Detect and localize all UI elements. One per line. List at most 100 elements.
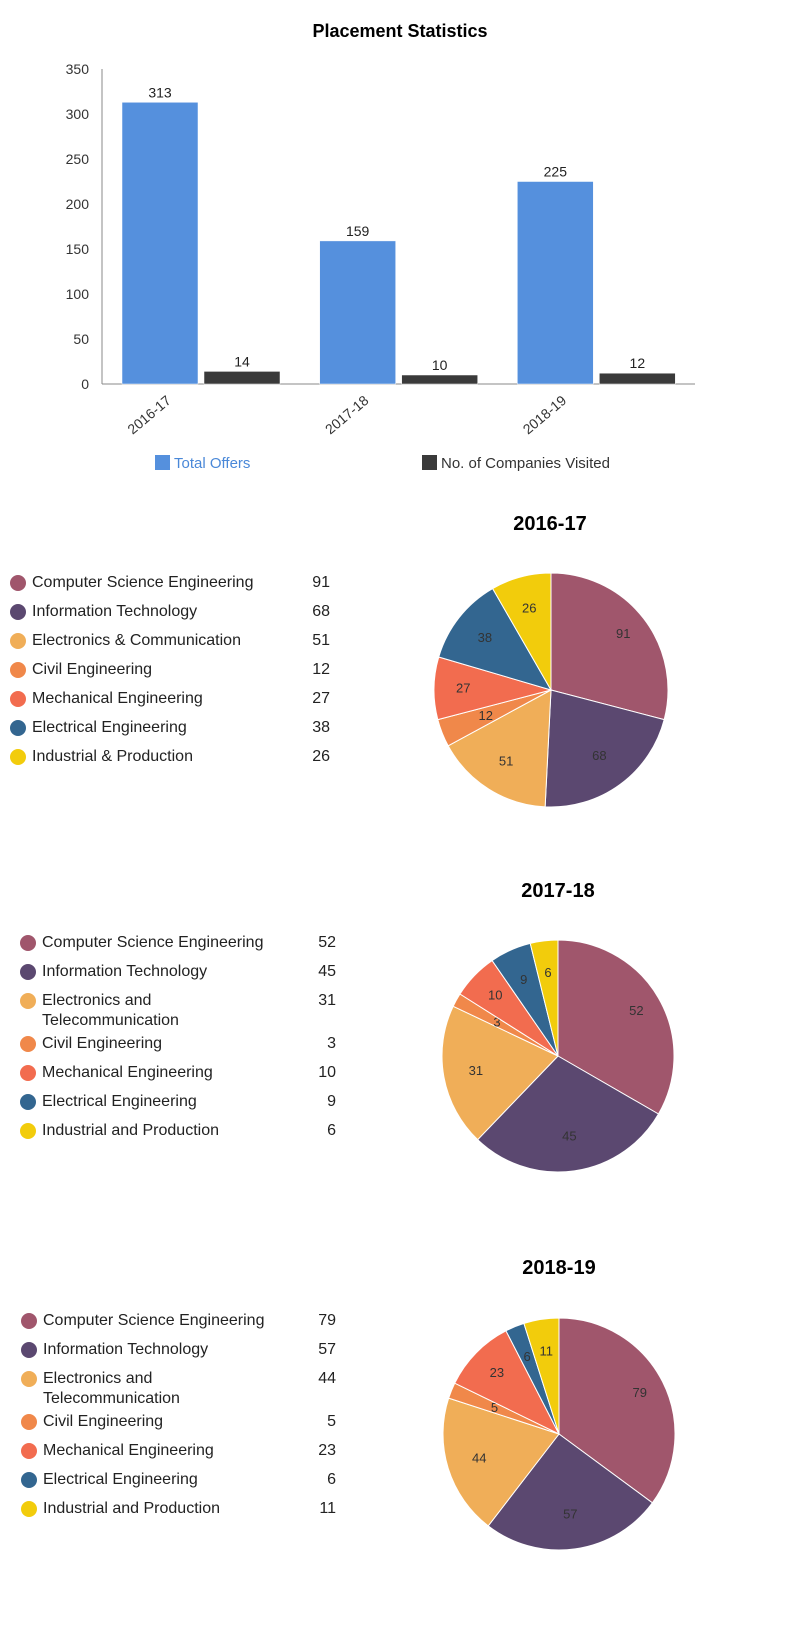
pie-slice[interactable]	[454, 1330, 561, 1436]
pie-slice-label: 27	[456, 681, 470, 696]
pie-legend-label: Industrial & Production	[32, 748, 193, 765]
pie-legend-item[interactable]: Information Technology 57	[21, 1340, 336, 1360]
bar-legend[interactable]: Total Offers No. of Companies Visited	[155, 455, 610, 472]
pie-legend-item[interactable]: Electronics and Telecommunication 31	[20, 991, 336, 1031]
pie-legend-dot	[10, 662, 26, 678]
y-tick-label: 350	[66, 61, 90, 77]
pie-slice-label: 9	[520, 972, 527, 987]
pie-chart-2017-18: 2017-18 52 45 31 3 10 9 6	[441, 880, 675, 1173]
pie-legend-value: 68	[312, 603, 330, 620]
legend-label[interactable]: No. of Companies Visited	[441, 455, 610, 472]
pie-legend-value: 5	[327, 1413, 336, 1430]
pie-legend-item[interactable]: Information Technology 45	[20, 962, 336, 982]
pie-legend-item[interactable]: Electronics & Communication 51	[10, 631, 330, 651]
bar-companies-visited[interactable]	[203, 371, 281, 385]
pie-legend-value: 12	[312, 661, 330, 678]
pie-slice[interactable]	[441, 1005, 559, 1141]
legend-swatch[interactable]	[422, 455, 437, 470]
y-tick-label: 0	[81, 376, 89, 392]
pie-legend-label: Industrial and Production	[43, 1500, 220, 1517]
pie-slice-label: 11	[539, 1343, 553, 1358]
pie-legend-item[interactable]: Electrical Engineering 38	[10, 718, 330, 738]
pie-legend-item[interactable]: Electrical Engineering 9	[20, 1092, 336, 1112]
legend-swatch[interactable]	[155, 455, 170, 470]
pie-legend-value: 38	[312, 719, 330, 736]
pie-legend-label: Mechanical Engineering	[43, 1442, 214, 1459]
bar-data-label: 225	[544, 164, 568, 180]
pie-legend-item[interactable]: Industrial & Production 26	[10, 747, 330, 767]
pie-legend-label: Civil Engineering	[32, 661, 153, 678]
pie-slice-label: 91	[616, 626, 630, 641]
pie-legend-item[interactable]: Civil Engineering 12	[10, 660, 330, 680]
pie-slice-label: 38	[478, 630, 492, 645]
pie-legend-label: Computer Science Engineering	[43, 1312, 265, 1329]
pie-legend-item[interactable]: Civil Engineering 5	[21, 1412, 336, 1432]
pie-legend-value: 57	[318, 1341, 336, 1358]
pie-legend-value: 91	[312, 574, 330, 591]
y-tick-label: 300	[66, 106, 90, 122]
pie-legend-item[interactable]: Computer Science Engineering 91	[10, 573, 330, 593]
pie-slice-label: 6	[524, 1349, 531, 1364]
pie-legend-dot	[21, 1371, 37, 1387]
pie-slice[interactable]	[447, 689, 552, 808]
y-tick-label: 100	[66, 286, 90, 302]
pie-legend-dot	[21, 1472, 37, 1488]
placement-bar-chart: Placement Statistics 0 50 100 150 200 250 300 3…	[66, 21, 695, 472]
bar-total-offers[interactable]	[517, 181, 594, 385]
pie-slice[interactable]	[529, 939, 559, 1057]
pie-slice[interactable]	[557, 939, 675, 1115]
pie-legend-value: 45	[318, 963, 336, 980]
x-tick-label: 2016-17	[124, 392, 174, 437]
pie-legend-dot	[20, 993, 36, 1009]
pie-legend-value: 23	[318, 1442, 336, 1459]
pie-legend-item[interactable]: Computer Science Engineering 52	[20, 933, 336, 953]
pie-legend-item[interactable]: Industrial and Production 11	[21, 1499, 336, 1519]
pie-legend-value: 9	[327, 1093, 336, 1110]
bar-companies-visited[interactable]	[401, 374, 478, 385]
pie-legend-label: Electronics & Communication	[32, 632, 241, 649]
pie-legend-value: 6	[327, 1122, 336, 1139]
pie-legend-item[interactable]: Mechanical Engineering 27	[10, 689, 330, 709]
pie-slice[interactable]	[438, 587, 553, 691]
pie-slice-label: 5	[491, 1400, 498, 1415]
pie-legend-item[interactable]: Electronics and Telecommunication 44	[21, 1369, 336, 1409]
pie-legend-value: 26	[312, 748, 330, 765]
legend-label[interactable]: Total Offers	[174, 455, 250, 472]
pie-slice-label: 26	[522, 601, 536, 616]
pie-legend-item[interactable]: Mechanical Engineering 10	[20, 1063, 336, 1083]
bar-total-offers[interactable]	[319, 240, 396, 385]
pie-legend-dot	[20, 1065, 36, 1081]
pie-slice[interactable]	[491, 572, 552, 692]
pie-slice-label: 79	[633, 1385, 647, 1400]
pie-legend-value: 44	[318, 1370, 336, 1387]
pie-slice-label: 6	[544, 965, 551, 980]
pie-legend-value: 52	[318, 934, 336, 951]
pie-slice-label: 44	[472, 1451, 486, 1466]
bar-total-offers[interactable]	[121, 102, 199, 385]
pie-legend-item[interactable]: Electrical Engineering 6	[21, 1470, 336, 1490]
bar-companies-visited[interactable]	[599, 372, 676, 385]
pie-slice-label: 23	[490, 1365, 504, 1380]
pie-legend-item[interactable]: Mechanical Engineering 23	[21, 1441, 336, 1461]
pie-legend-label: Information Technology	[42, 963, 208, 980]
pie-legend-item[interactable]: Civil Engineering 3	[20, 1034, 336, 1054]
pie-legend-item[interactable]: Computer Science Engineering 79	[21, 1311, 336, 1331]
pie-legend-dot	[21, 1342, 37, 1358]
pie-slice[interactable]	[558, 1317, 676, 1504]
pie-title: 2017-18	[521, 880, 594, 902]
pie-slice[interactable]	[476, 1055, 660, 1173]
pie-slice-label: 45	[562, 1128, 576, 1143]
pie-slice[interactable]	[544, 689, 665, 808]
pie-legend-value: 10	[318, 1064, 336, 1081]
pie-legend-item[interactable]: Industrial and Production 6	[20, 1121, 336, 1141]
pie-legend-value: 27	[312, 690, 330, 707]
pie-slice[interactable]	[523, 1317, 560, 1435]
pie-legend-item[interactable]: Information Technology 68	[10, 602, 330, 622]
pie-slice[interactable]	[487, 1433, 654, 1551]
pie-slice[interactable]	[550, 572, 669, 721]
pie-legend-dot	[20, 935, 36, 951]
pie-legend-dot	[10, 720, 26, 736]
pie-legend-label: Mechanical Engineering	[42, 1064, 213, 1081]
chart-title: Placement Statistics	[312, 21, 487, 41]
pie-slice[interactable]	[442, 1397, 560, 1527]
